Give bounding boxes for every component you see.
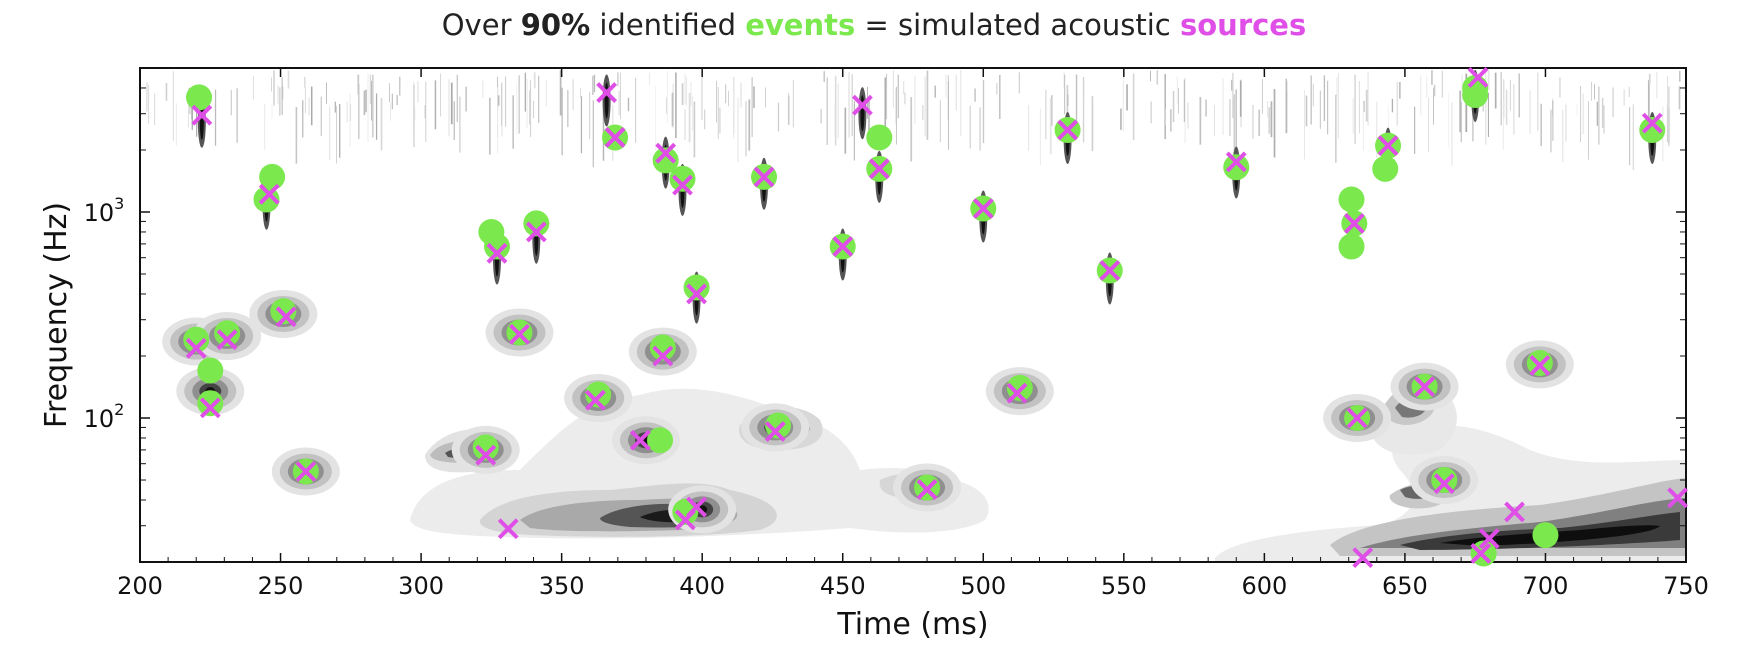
source-marker [1529, 355, 1551, 376]
source-marker [185, 337, 207, 359]
source-marker [832, 236, 854, 257]
event-marker [483, 233, 510, 260]
source-marker [1414, 376, 1435, 398]
event-marker [1532, 522, 1559, 549]
source-marker [1346, 407, 1368, 429]
sources-series [185, 67, 1688, 569]
source-marker [1225, 151, 1247, 173]
source-marker [1006, 382, 1028, 404]
plot-frame [139, 67, 1687, 563]
source-marker [686, 283, 707, 305]
high-frequency-noise [145, 70, 1681, 171]
x-tick-label: 650 [1382, 572, 1428, 600]
source-marker [525, 221, 547, 243]
source-marker [191, 104, 213, 126]
source-marker [604, 127, 626, 148]
source-marker [1377, 135, 1399, 157]
x-tick-label: 600 [1241, 572, 1287, 600]
source-marker [1478, 528, 1500, 549]
event-marker [765, 412, 792, 439]
x-axis: 200 250 300 350 400 450 500 550 600 650 700 750 [117, 68, 1709, 600]
source-marker [1641, 112, 1663, 134]
x-tick-label: 700 [1523, 572, 1569, 600]
event-marker [197, 390, 224, 417]
source-marker [258, 183, 280, 205]
x-tick-label: 450 [820, 572, 866, 600]
x-tick-label: 200 [117, 572, 163, 600]
source-marker [655, 142, 677, 164]
source-marker [1433, 473, 1455, 495]
source-marker [972, 198, 994, 219]
source-marker [199, 397, 221, 419]
title-events-word: events [745, 8, 856, 42]
event-marker [647, 427, 674, 454]
source-marker [916, 479, 938, 500]
source-marker [629, 429, 651, 451]
source-marker [672, 174, 693, 196]
x-tick-label: 300 [398, 572, 444, 600]
event-marker [669, 165, 696, 192]
source-marker [1667, 487, 1688, 509]
source-marker [1057, 119, 1079, 141]
source-marker [851, 94, 873, 116]
source-marker [584, 389, 606, 411]
event-marker [1372, 155, 1399, 182]
event-marker [1431, 467, 1458, 494]
source-marker [652, 345, 674, 367]
event-marker [259, 163, 286, 190]
source-marker [1343, 213, 1365, 234]
source-marker [1099, 260, 1121, 281]
source-marker [596, 82, 618, 103]
x-tick-label: 250 [258, 572, 304, 600]
streak-core [860, 95, 865, 132]
event-marker [472, 434, 499, 461]
y-tick-label: 102 [84, 400, 125, 433]
event-marker [649, 334, 676, 361]
event-marker [1338, 233, 1365, 260]
event-marker [214, 320, 241, 347]
streak-core [604, 82, 609, 119]
title-percent: 90% [520, 8, 591, 42]
source-marker [475, 444, 497, 466]
source-marker [216, 329, 238, 351]
x-axis-label: Time (ms) [836, 607, 988, 642]
event-marker [1223, 154, 1250, 181]
event-marker [672, 498, 699, 525]
event-marker [183, 326, 210, 353]
event-marker [683, 274, 710, 301]
source-marker [1504, 501, 1525, 523]
x-tick-label: 550 [1101, 572, 1147, 600]
x-tick-label: 400 [679, 572, 725, 600]
source-marker [497, 518, 519, 540]
event-marker [186, 84, 213, 111]
event-marker [1639, 117, 1666, 144]
event-marker [585, 381, 612, 408]
x-tick-label: 350 [539, 572, 585, 600]
source-marker [764, 421, 786, 442]
x-tick-label: 500 [960, 572, 1006, 600]
y-tick-label: 103 [84, 194, 125, 227]
title-sources-word: sources [1179, 8, 1307, 42]
source-marker [868, 158, 890, 180]
chart-title: Over 90% identified events = simulated a… [441, 8, 1307, 42]
source-marker [674, 509, 696, 531]
source-marker [295, 461, 317, 482]
event-marker [866, 124, 893, 151]
source-marker [753, 166, 775, 188]
x-tick-label: 750 [1663, 572, 1709, 600]
source-marker [1467, 67, 1489, 88]
event-marker [652, 147, 679, 174]
source-marker [509, 323, 530, 345]
source-marker [1352, 547, 1374, 569]
source-marker [1470, 543, 1492, 564]
event-marker [1338, 186, 1365, 213]
y-axis-label: Frequency (Hz) [39, 202, 74, 428]
event-marker [1462, 81, 1489, 108]
y-axis: 102 103 [84, 67, 1686, 563]
source-marker [486, 242, 508, 264]
event-marker [523, 210, 550, 237]
source-marker [275, 306, 297, 328]
event-marker [197, 357, 224, 384]
